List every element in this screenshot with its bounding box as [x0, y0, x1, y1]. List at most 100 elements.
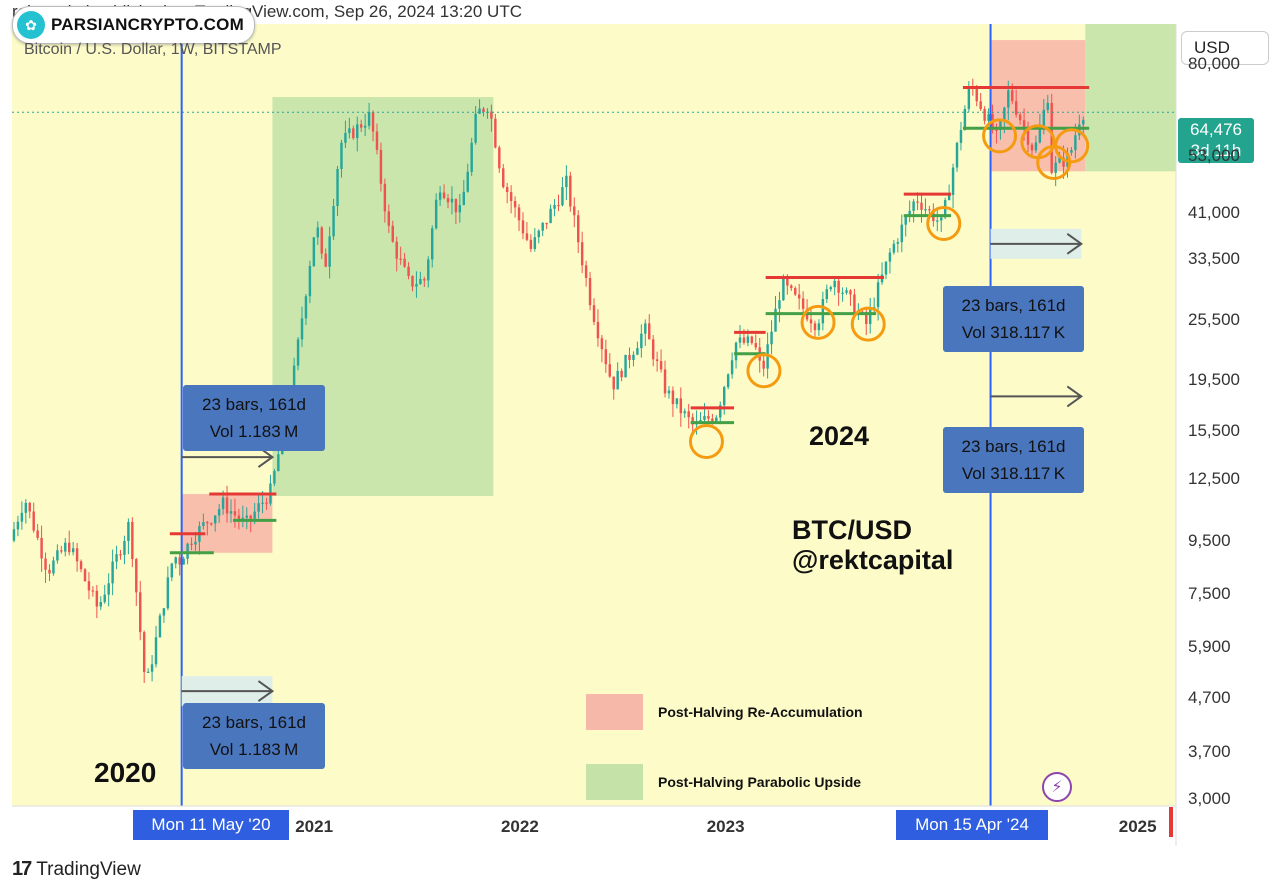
last-price: 64,476: [1190, 120, 1242, 139]
candle-body: [876, 282, 880, 308]
candle-body: [154, 637, 158, 665]
candle-body: [596, 321, 600, 339]
candle-body: [604, 349, 608, 365]
candle-body: [999, 121, 1002, 130]
candle-body: [340, 142, 343, 169]
candle-body: [565, 175, 568, 188]
candle-body: [336, 168, 339, 206]
candle-body: [849, 290, 852, 295]
highlight-circle: [850, 306, 886, 342]
candle-body: [774, 308, 777, 332]
candle-body: [139, 592, 142, 633]
candle-body: [1046, 102, 1049, 110]
candle-body: [494, 118, 497, 148]
candle-body: [1026, 127, 1030, 145]
candle-body: [770, 331, 773, 345]
candle-body: [975, 88, 978, 102]
candle-body: [83, 569, 87, 582]
x-tick-label: 2023: [707, 817, 745, 836]
candle-body: [797, 294, 801, 299]
candle-body: [423, 278, 426, 281]
arrow-head: [1066, 233, 1084, 255]
candle-body: [446, 198, 450, 203]
y-tick-label: 4,700: [1188, 688, 1231, 708]
halving-date-label-2020: Mon 11 May '20: [133, 810, 289, 840]
candle-body: [182, 558, 185, 565]
candle-body: [1011, 90, 1014, 102]
candle-body: [123, 540, 126, 555]
candle-body: [103, 594, 106, 603]
x-tick-label: 2025: [1119, 817, 1157, 836]
candle-body: [636, 348, 639, 355]
candle-body: [853, 294, 856, 315]
candle-body: [407, 266, 410, 276]
candle-body: [253, 511, 256, 519]
candle-body: [79, 561, 83, 570]
candle-body: [576, 215, 580, 243]
y-tick-label: 5,900: [1188, 637, 1231, 657]
y-tick-label: 3,000: [1188, 788, 1231, 808]
candle-body: [553, 204, 556, 209]
candle-body: [308, 266, 312, 297]
candle-body: [498, 147, 501, 169]
candle-body: [277, 454, 280, 472]
footer-brand[interactable]: 17 TradingView: [12, 858, 141, 881]
candle-body: [888, 252, 892, 262]
candle-body: [478, 108, 481, 114]
candle-body: [431, 228, 434, 260]
candle-body: [158, 615, 162, 638]
candle-body: [450, 198, 454, 203]
y-tick-label: 9,500: [1188, 530, 1231, 550]
candle-body: [588, 277, 592, 306]
candle-body: [1007, 90, 1010, 108]
candle-body: [320, 227, 323, 254]
candle-body: [683, 411, 686, 414]
candle-body: [825, 289, 829, 300]
candle-body: [967, 87, 971, 109]
candle-body: [213, 515, 217, 524]
candle-body: [947, 194, 951, 201]
candle-body: [119, 554, 122, 556]
x-tick-label: 2021: [295, 817, 333, 836]
measure-bars: 23 bars, 161d: [202, 395, 306, 414]
candle-body: [651, 339, 655, 360]
watermark-text: PARSIANCRYPTO.COM: [51, 15, 244, 34]
lightning-icon[interactable]: ⚡: [1042, 772, 1072, 802]
candle-body: [951, 167, 955, 195]
candle-body: [742, 337, 746, 343]
candle-body: [257, 503, 260, 512]
candle-body: [174, 557, 177, 564]
candle-body: [711, 418, 714, 422]
measure-volume: Vol 1.183 M: [209, 740, 299, 759]
candle-body: [904, 216, 907, 225]
tradingview-logo-icon: 17: [12, 858, 32, 880]
candle-body: [983, 109, 986, 121]
candle-body: [217, 509, 221, 516]
currency-button[interactable]: USD: [1181, 31, 1269, 65]
candle-body: [786, 277, 789, 286]
y-axis-background: [1176, 24, 1178, 846]
highlight-circle: [746, 353, 782, 389]
candle-body: [411, 275, 414, 287]
candle-body: [699, 419, 702, 422]
y-tick-label: 3,700: [1188, 741, 1231, 761]
candle-body: [221, 497, 225, 510]
candle-body: [608, 364, 612, 377]
candle-body: [719, 405, 722, 418]
candle-body: [210, 523, 213, 525]
candle-body: [584, 265, 588, 278]
candle-body: [28, 502, 31, 512]
candle-body: [186, 543, 189, 559]
candle-body: [99, 602, 103, 607]
symbol-title: Bitcoin / U.S. Dollar, 1W, BITSTAMP: [24, 41, 282, 58]
candle-body: [458, 205, 462, 213]
candle-body: [801, 298, 805, 309]
candle-body: [462, 191, 466, 206]
y-tick-label: 12,500: [1188, 469, 1240, 489]
candle-body: [150, 664, 154, 672]
candle-body: [525, 233, 529, 240]
candle-body: [1022, 120, 1026, 128]
halving-date-label-2024: Mon 15 Apr '24: [896, 810, 1048, 840]
candle-body: [624, 354, 627, 378]
candle-body: [36, 530, 39, 538]
